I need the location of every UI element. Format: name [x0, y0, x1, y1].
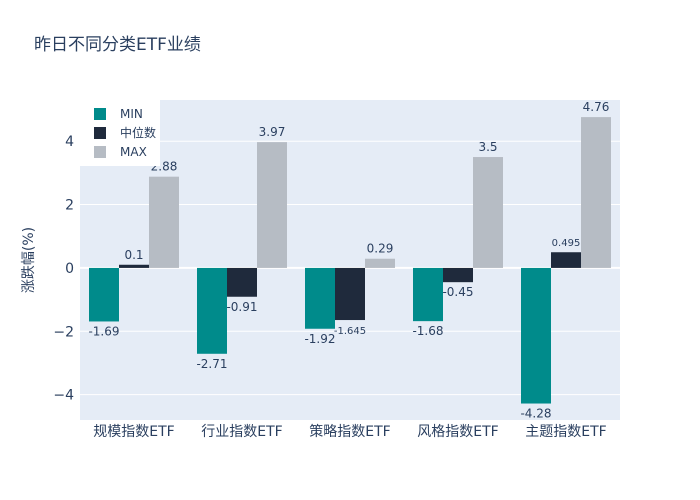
x-tick-label: 行业指数ETF — [201, 424, 282, 440]
data-label: 4.76 — [583, 100, 610, 114]
bars — [89, 117, 611, 404]
legend-entry: MIN — [120, 107, 143, 121]
bar-MIN-行业指数ETF — [197, 267, 227, 354]
data-label: -2.71 — [196, 357, 227, 371]
bar-MIN-策略指数ETF — [305, 267, 335, 329]
bar-MIN-规模指数ETF — [89, 267, 119, 322]
data-labels: -1.690.12.88-2.71-0.913.97-1.92-1.6450.2… — [88, 100, 609, 420]
data-label: -0.91 — [226, 300, 257, 314]
legend[interactable]: MIN 中位数 MAX — [80, 100, 160, 166]
bar-中位数-主题指数ETF — [551, 252, 581, 268]
data-label: -1.68 — [412, 324, 443, 338]
y-axis-label: 涨跌幅(%) — [21, 227, 37, 293]
data-label: 0.495 — [552, 238, 581, 249]
x-tick-label: 策略指数ETF — [309, 423, 390, 440]
data-label: -1.645 — [334, 326, 366, 337]
bar-中位数-风格指数ETF — [443, 267, 473, 283]
legend-swatch-MAX — [94, 146, 106, 158]
y-tick-label: 2 — [65, 198, 74, 214]
bar-MAX-主题指数ETF — [581, 117, 611, 268]
y-axis-ticks: −4 −2 0 2 4 — [53, 134, 74, 403]
legend-swatch-MIN — [94, 108, 106, 120]
x-tick-label: 规模指数ETF — [93, 424, 174, 440]
x-tick-label: 风格指数ETF — [417, 424, 498, 440]
data-label: 0.29 — [367, 242, 394, 256]
x-axis-ticks: 规模指数ETF 行业指数ETF 策略指数ETF 风格指数ETF 主题指数ETF — [93, 423, 606, 440]
bar-MAX-策略指数ETF — [365, 258, 395, 268]
chart-title: 昨日不同分类ETF业绩 — [34, 35, 201, 55]
bar-MAX-行业指数ETF — [257, 142, 287, 268]
data-label: 0.1 — [124, 248, 143, 262]
bar-MIN-主题指数ETF — [521, 267, 551, 404]
data-label: 3.5 — [478, 140, 497, 154]
y-tick-label: 0 — [65, 261, 74, 277]
data-label: -0.45 — [442, 285, 473, 299]
data-label: -1.92 — [304, 332, 335, 346]
bar-中位数-行业指数ETF — [227, 267, 257, 297]
y-tick-label: −4 — [53, 388, 74, 404]
bar-MAX-规模指数ETF — [149, 176, 179, 268]
data-label: -1.69 — [88, 324, 119, 338]
bar-中位数-策略指数ETF — [335, 267, 365, 321]
y-tick-label: 4 — [65, 134, 74, 150]
bar-MAX-风格指数ETF — [473, 157, 503, 268]
data-label: 3.97 — [259, 125, 286, 139]
legend-entry: 中位数 — [120, 125, 156, 140]
x-tick-label: 主题指数ETF — [525, 424, 606, 440]
bar-中位数-规模指数ETF — [119, 264, 149, 268]
data-label: -4.28 — [520, 407, 551, 421]
legend-entry: MAX — [120, 145, 147, 159]
bar-MIN-风格指数ETF — [413, 267, 443, 322]
legend-swatch-中位数 — [94, 127, 106, 139]
y-tick-label: −2 — [53, 324, 74, 340]
legend-background — [80, 100, 160, 166]
